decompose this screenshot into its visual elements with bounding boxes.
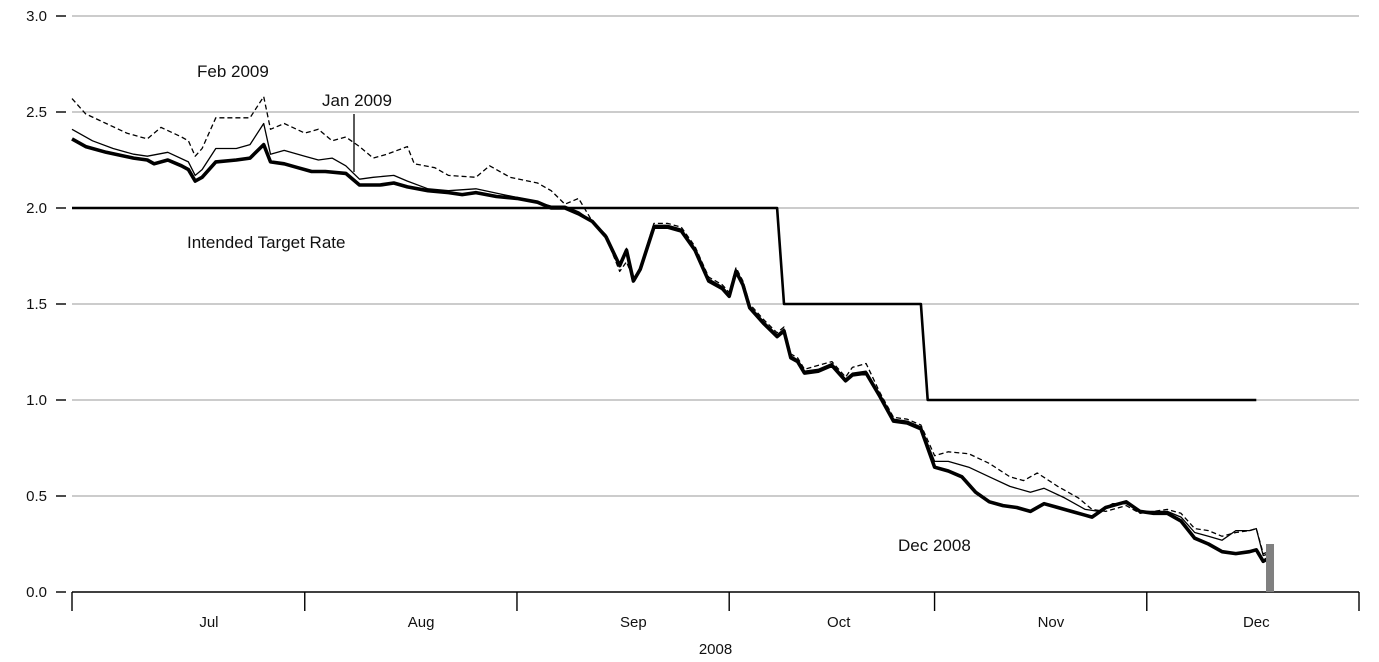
x-tick-label: Sep (620, 614, 647, 631)
y-tick-label: 2.5 (26, 104, 47, 121)
feb-2009-label: Feb 2009 (197, 62, 269, 81)
intended-target-rate-label: Intended Target Rate (187, 233, 345, 252)
jan-2009-label: Jan 2009 (322, 91, 392, 110)
y-tick-label: 0.0 (26, 584, 47, 601)
y-tick-label: 1.5 (26, 296, 47, 313)
x-axis-year-label: 2008 (699, 641, 732, 658)
y-tick-label: 3.0 (26, 8, 47, 25)
y-axis: 0.0 0.5 1.0 1.5 2.0 2.5 3.0 (26, 8, 66, 601)
marker-bar (1266, 544, 1275, 592)
series-line-target (72, 206, 1257, 402)
y-tick-label: 0.5 (26, 488, 47, 505)
y-tick-label: 1.0 (26, 392, 47, 409)
annotations: Feb 2009 Jan 2009 Intended Target Rate D… (187, 62, 971, 658)
x-tick-label: Dec (1243, 614, 1270, 631)
dec-2008-label: Dec 2008 (898, 536, 971, 555)
x-tick-label: Nov (1038, 614, 1065, 631)
x-tick-label: Jul (199, 614, 218, 631)
x-axis: Jul Aug Sep Oct Nov Dec (71, 591, 1360, 631)
series-line-jan (71, 122, 1271, 557)
plot-area (71, 95, 1275, 592)
y-tick-label: 2.0 (26, 200, 47, 217)
series-line-feb (71, 95, 1271, 555)
series-line-dec (71, 137, 1271, 564)
x-tick-label: Oct (827, 614, 851, 631)
x-tick-label: Aug (408, 614, 435, 631)
grid-lines (72, 15, 1359, 593)
